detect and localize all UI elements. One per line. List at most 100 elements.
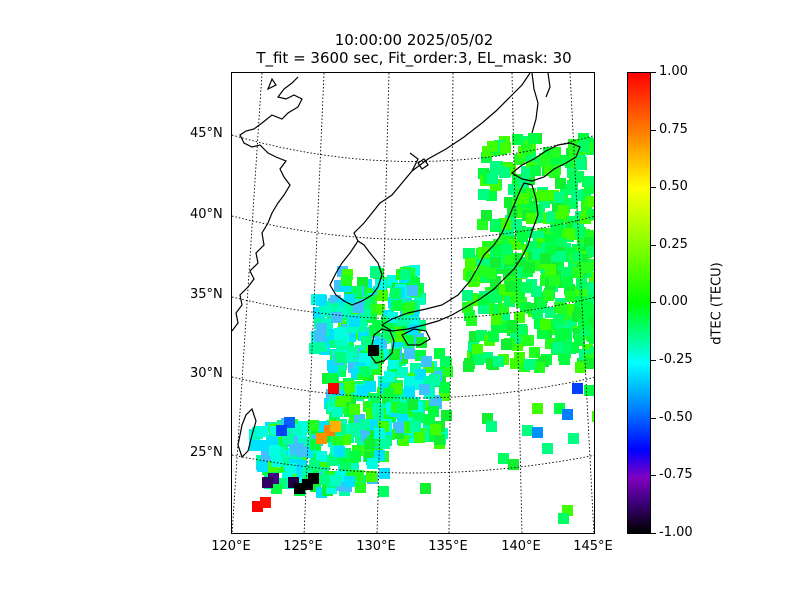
dtec-cell	[409, 317, 420, 328]
dtec-cell	[329, 337, 340, 348]
dtec-cell	[318, 421, 329, 432]
dtec-cell	[555, 251, 566, 262]
dtec-cell	[567, 180, 578, 191]
dtec-cell	[560, 314, 571, 325]
dtec-cell	[410, 421, 421, 432]
dtec-cell	[486, 421, 497, 432]
dtec-cell	[387, 275, 398, 286]
dtec-cell	[415, 369, 426, 380]
dtec-cell	[523, 335, 534, 346]
dtec-cell	[368, 345, 379, 356]
dtec-cell	[429, 374, 440, 385]
dtec-cell	[316, 451, 327, 462]
colorbar-tick-label: -0.50	[659, 410, 693, 425]
dtec-cell	[267, 436, 278, 447]
dtec-cell	[484, 303, 495, 314]
dtec-cell	[336, 300, 347, 311]
dtec-cell	[520, 302, 531, 313]
dtec-cell	[347, 322, 358, 333]
dtec-cell	[503, 253, 514, 264]
dtec-cell	[499, 167, 510, 178]
dtec-cell	[585, 196, 594, 207]
dtec-cell	[372, 403, 383, 414]
dtec-cell	[575, 362, 586, 373]
dtec-cell	[296, 437, 307, 448]
dtec-cell	[468, 295, 479, 306]
dtec-cell	[401, 293, 412, 304]
dtec-cell	[326, 483, 337, 494]
dtec-cell	[577, 254, 588, 265]
graticule	[232, 73, 594, 533]
dtec-cell	[576, 278, 587, 289]
dtec-cell	[532, 249, 543, 260]
dtec-cell	[379, 438, 390, 449]
dtec-cell	[291, 424, 302, 435]
dtec-cell	[308, 420, 319, 431]
dtec-cell	[510, 333, 521, 344]
dtec-cell	[466, 315, 477, 326]
dtec-cell	[514, 312, 525, 323]
dtec-cell	[370, 267, 381, 278]
dtec-cell	[372, 443, 383, 454]
dtec-cell	[409, 277, 420, 288]
dtec-cell	[366, 471, 377, 482]
dtec-cell	[334, 280, 345, 291]
dtec-cell	[532, 427, 543, 438]
dtec-cell	[525, 151, 536, 162]
dtec-cell	[486, 190, 497, 201]
dtec-cell	[378, 376, 389, 387]
dtec-cell	[431, 398, 442, 409]
dtec-cell	[462, 290, 473, 301]
dtec-cell	[420, 483, 431, 494]
dtec-cell	[270, 426, 281, 437]
dtec-cell	[343, 352, 354, 363]
dtec-cell	[309, 460, 320, 471]
dtec-cell	[382, 349, 393, 360]
dtec-cell	[564, 304, 575, 315]
dtec-cell	[556, 238, 567, 249]
dtec-cell	[493, 356, 504, 367]
dtec-cell	[416, 337, 427, 348]
dtec-cell	[514, 352, 525, 363]
dtec-cell	[543, 290, 554, 301]
dtec-cell	[553, 258, 564, 269]
dtec-cell	[340, 448, 351, 459]
dtec-cell	[539, 197, 550, 208]
dtec-cell	[344, 302, 355, 313]
dtec-cell	[545, 338, 556, 349]
dtec-cell	[308, 473, 319, 484]
dtec-cell	[463, 361, 474, 372]
dtec-cell	[477, 219, 488, 230]
dtec-cell	[545, 264, 556, 275]
dtec-cell	[504, 197, 515, 208]
dtec-cell	[481, 152, 492, 163]
colorbar	[627, 72, 651, 534]
dtec-cell	[271, 483, 282, 494]
dtec-cell	[371, 364, 382, 375]
dtec-cell	[511, 219, 522, 230]
dtec-cell	[537, 190, 548, 201]
dtec-cell	[555, 178, 566, 189]
dtec-cell	[260, 497, 271, 508]
dtec-cell	[511, 253, 522, 264]
dtec-cell	[344, 476, 355, 487]
dtec-cell	[319, 474, 330, 485]
dtec-cell	[536, 298, 547, 309]
dtec-cell	[428, 406, 439, 417]
dtec-cell	[316, 323, 327, 334]
dtec-cell	[403, 335, 414, 346]
dtec-cell	[424, 414, 435, 425]
dtec-cell	[477, 265, 488, 276]
dtec-cell	[348, 459, 359, 470]
dtec-cell	[473, 354, 484, 365]
dtec-cell	[494, 140, 505, 151]
dtec-cell	[397, 367, 408, 378]
dtec-cell	[562, 276, 573, 287]
dtec-cell	[568, 433, 579, 444]
dtec-cell	[558, 513, 569, 524]
dtec-cell	[476, 330, 487, 341]
dtec-cell	[512, 340, 523, 351]
dtec-cell	[302, 479, 313, 490]
dtec-cell	[584, 183, 594, 194]
dtec-cell	[256, 440, 267, 451]
